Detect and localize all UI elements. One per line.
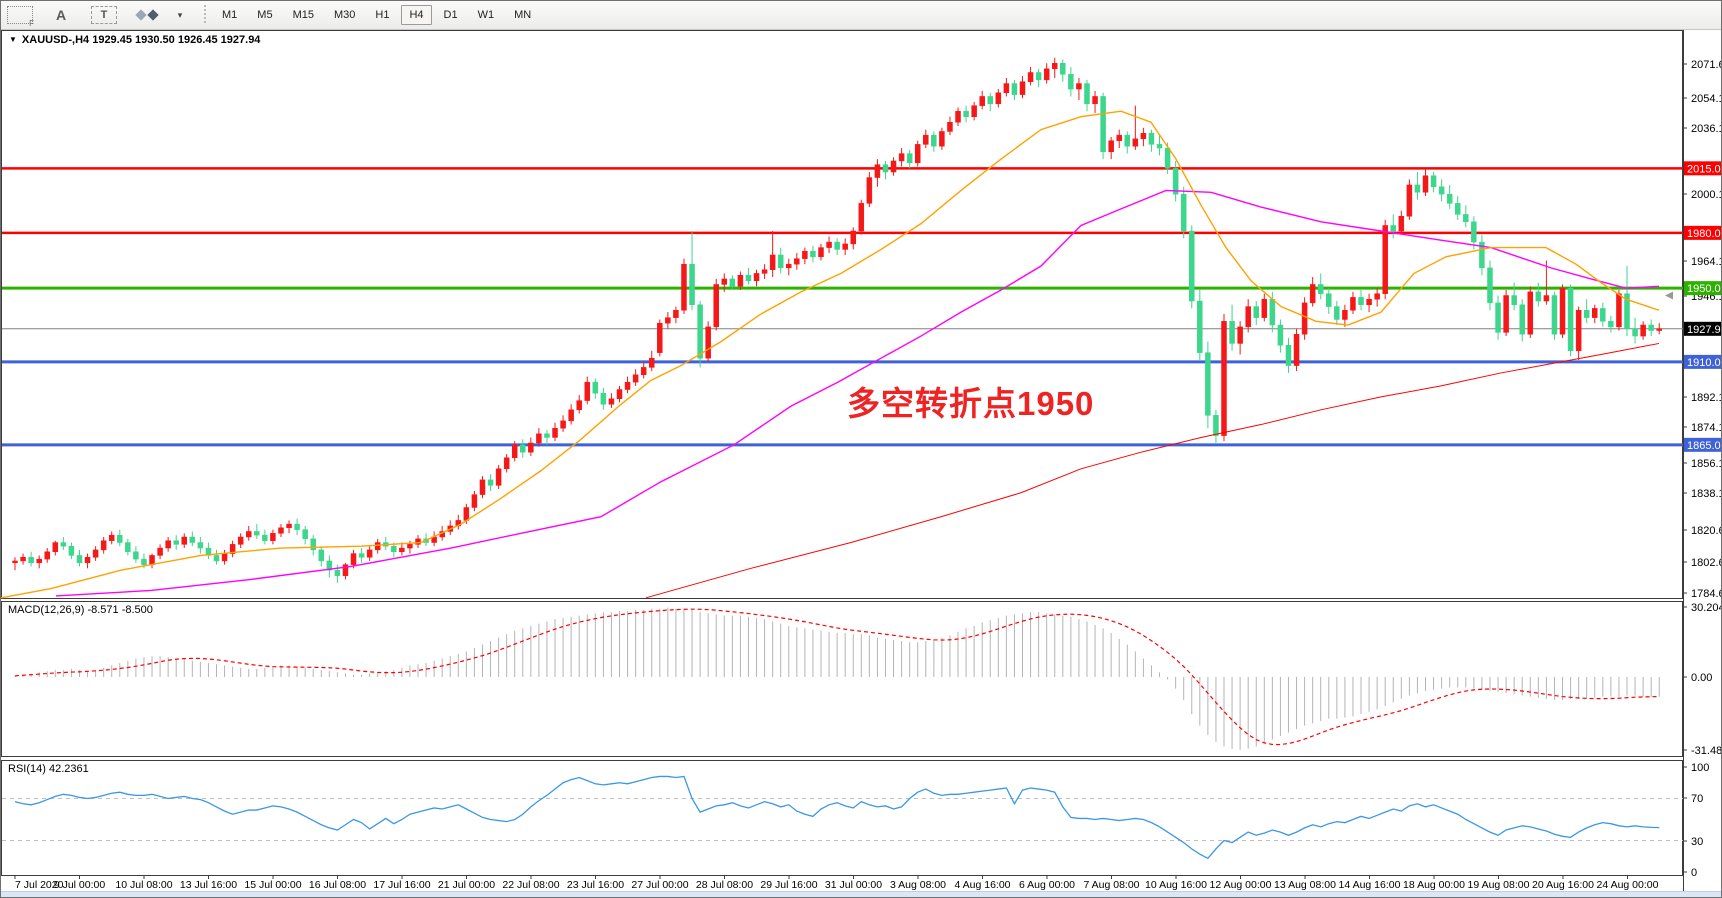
timeframe-button-mn[interactable]: MN (514, 9, 532, 21)
svg-text:4 Aug 16:00: 4 Aug 16:00 (954, 879, 1010, 891)
timeframe-button-m1[interactable]: M1 (222, 9, 238, 21)
macd-indicator-label: MACD(12,26,9) -8.571 -8.500 (8, 604, 153, 616)
rsi-indicator-label: RSI(14) 42.2361 (8, 763, 89, 775)
svg-text:12 Aug 00:00: 12 Aug 00:00 (1210, 879, 1272, 891)
toolbar-separator (204, 5, 206, 25)
svg-text:19 Aug 08:00: 19 Aug 08:00 (1468, 879, 1530, 891)
svg-text:100: 100 (1691, 762, 1709, 774)
svg-text:1838.10: 1838.10 (1691, 488, 1722, 500)
svg-text:7 Aug 08:00: 7 Aug 08:00 (1083, 879, 1139, 891)
svg-text:2015.00: 2015.00 (1687, 163, 1722, 175)
svg-text:1820.60: 1820.60 (1691, 525, 1722, 537)
svg-text:30: 30 (1691, 836, 1703, 848)
svg-text:2071.60: 2071.60 (1691, 59, 1722, 71)
chart-annotation-text: 多空转折点1950 (847, 385, 1095, 422)
svg-text:2054.10: 2054.10 (1691, 93, 1722, 105)
timeframe-button-m15[interactable]: M15 (292, 9, 314, 21)
status-strip (1, 891, 1721, 897)
svg-text:0: 0 (1691, 867, 1697, 879)
svg-text:1784.60: 1784.60 (1691, 588, 1722, 600)
svg-text:29 Jul 16:00: 29 Jul 16:00 (760, 879, 817, 891)
svg-text:14 Aug 16:00: 14 Aug 16:00 (1339, 879, 1401, 891)
svg-text:1874.10: 1874.10 (1691, 422, 1722, 434)
svg-text:13 Jul 16:00: 13 Jul 16:00 (180, 879, 237, 891)
timeframe-button-h1[interactable]: H1 (375, 9, 390, 21)
svg-text:28 Jul 08:00: 28 Jul 08:00 (696, 879, 753, 891)
svg-text:1865.00: 1865.00 (1687, 440, 1722, 452)
svg-text:21 Jul 00:00: 21 Jul 00:00 (438, 879, 495, 891)
svg-text:1964.10: 1964.10 (1691, 256, 1722, 268)
svg-text:16 Jul 08:00: 16 Jul 08:00 (309, 879, 366, 891)
timeframe-button-h4[interactable]: H4 (401, 5, 432, 25)
chart-shift-icon[interactable]: F (7, 6, 34, 28)
svg-text:31 Jul 00:00: 31 Jul 00:00 (825, 879, 882, 891)
svg-text:7 Jul 2020: 7 Jul 2020 (15, 879, 64, 891)
svg-text:2000.10: 2000.10 (1691, 189, 1722, 201)
svg-text:1927.94: 1927.94 (1687, 324, 1722, 336)
collapse-triangle-icon[interactable]: ▼ (9, 35, 17, 44)
svg-text:1980.00: 1980.00 (1687, 228, 1722, 240)
symbol-title[interactable]: ▼ XAUUSD-,H4 1929.45 1930.50 1926.45 1927… (9, 34, 260, 46)
timeframe-button-d1[interactable]: D1 (443, 9, 458, 21)
svg-text:22 Jul 08:00: 22 Jul 08:00 (502, 879, 559, 891)
svg-text:30.204: 30.204 (1691, 602, 1722, 614)
svg-text:1856.10: 1856.10 (1691, 458, 1722, 470)
svg-text:6 Aug 00:00: 6 Aug 00:00 (1019, 879, 1075, 891)
text-label-icon[interactable]: A (55, 7, 67, 23)
svg-text:10 Jul 08:00: 10 Jul 08:00 (115, 879, 172, 891)
svg-text:27 Jul 00:00: 27 Jul 00:00 (631, 879, 688, 891)
svg-text:1950.00: 1950.00 (1687, 283, 1722, 295)
svg-text:3 Aug 08:00: 3 Aug 08:00 (890, 879, 946, 891)
svg-text:20 Aug 16:00: 20 Aug 16:00 (1532, 879, 1594, 891)
svg-text:24 Aug 00:00: 24 Aug 00:00 (1597, 879, 1659, 891)
svg-text:0.00: 0.00 (1691, 672, 1712, 684)
svg-text:10 Aug 16:00: 10 Aug 16:00 (1145, 879, 1207, 891)
timeframe-button-m30[interactable]: M30 (333, 9, 356, 21)
svg-text:9 Jul 00:00: 9 Jul 00:00 (54, 879, 106, 891)
svg-text:1910.00: 1910.00 (1687, 357, 1722, 369)
svg-text:18 Aug 00:00: 18 Aug 00:00 (1403, 879, 1465, 891)
toolbar: F A T ▾ M1 M5 M15 M30 H1 H4 D1 W1 MN (1, 1, 1721, 30)
svg-text:1892.10: 1892.10 (1691, 392, 1722, 404)
svg-text:23 Jul 16:00: 23 Jul 16:00 (567, 879, 624, 891)
timeframe-button-w1[interactable]: W1 (477, 9, 495, 21)
svg-text:-31.482: -31.482 (1691, 745, 1722, 757)
svg-text:17 Jul 16:00: 17 Jul 16:00 (373, 879, 430, 891)
svg-text:13 Aug 08:00: 13 Aug 08:00 (1274, 879, 1336, 891)
svg-text:2036.10: 2036.10 (1691, 123, 1722, 135)
svg-text:1802.60: 1802.60 (1691, 557, 1722, 569)
timeframe-button-m5[interactable]: M5 (257, 9, 273, 21)
text-box-icon[interactable]: T (91, 6, 117, 24)
shapes-dropdown-caret-icon[interactable]: ▾ (177, 9, 183, 20)
svg-text:70: 70 (1691, 793, 1703, 805)
symbol-quote-text: XAUUSD-,H4 1929.45 1930.50 1926.45 1927.… (21, 34, 261, 46)
svg-text:15 Jul 00:00: 15 Jul 00:00 (244, 879, 301, 891)
